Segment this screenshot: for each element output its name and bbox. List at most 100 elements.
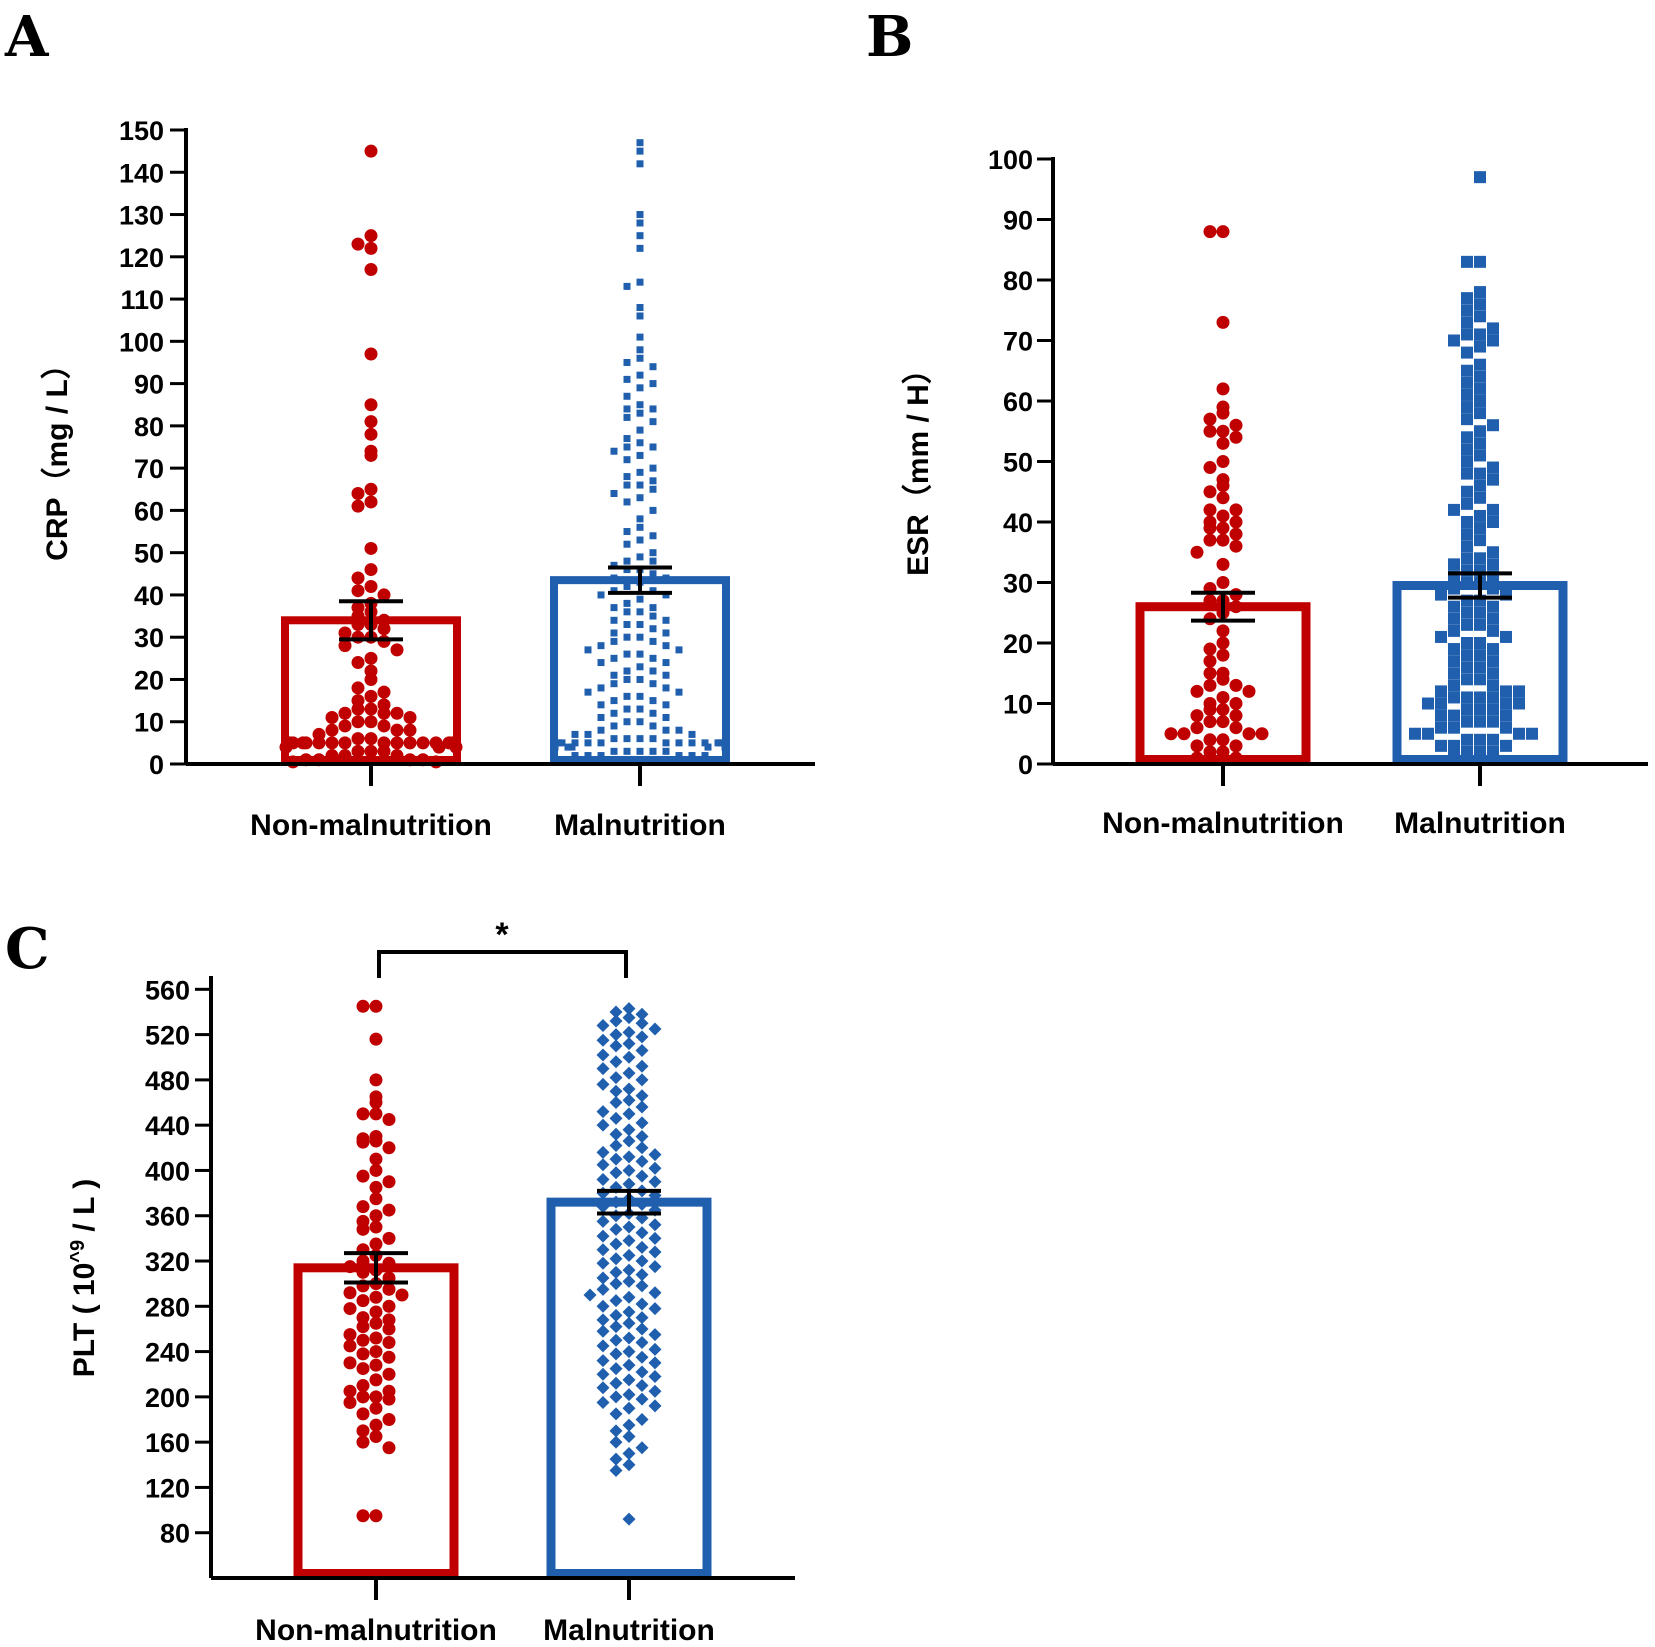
panel-b-point-malnutrition	[1435, 630, 1447, 643]
panel-b-point-malnutrition	[1474, 522, 1486, 535]
panel-b-point-malnutrition	[1474, 370, 1486, 383]
panel-b-point-malnutrition	[1474, 649, 1486, 662]
panel-c-point-malnutrition	[635, 1100, 649, 1114]
panel-c-point-non-malnutrition	[382, 1413, 396, 1427]
panel-a-point-malnutrition	[610, 722, 618, 730]
panel-c-point-non-malnutrition	[369, 1237, 383, 1251]
panel-a-point-malnutrition	[717, 756, 725, 764]
panel-b-point-non-malnutrition	[1229, 739, 1243, 753]
panel-a-point-malnutrition	[675, 646, 683, 654]
panel-b-point-non-malnutrition	[1229, 418, 1243, 432]
panel-c-y-tick-label: 480	[145, 1066, 190, 1096]
panel-c-point-non-malnutrition	[382, 1350, 396, 1364]
panel-c-point-malnutrition	[648, 1369, 662, 1383]
panel-a-point-malnutrition	[721, 743, 729, 751]
panel-c-point-non-malnutrition	[343, 1328, 357, 1342]
panel-c-point-malnutrition	[596, 1367, 610, 1381]
panel-c-point-non-malnutrition	[369, 1073, 383, 1087]
panel-b-point-malnutrition	[1474, 449, 1486, 462]
panel-a-point-non-malnutrition	[312, 736, 326, 750]
panel-c-point-malnutrition	[622, 1274, 636, 1288]
panel-a-point-malnutrition	[636, 304, 644, 312]
panel-c-point-non-malnutrition	[356, 1294, 370, 1308]
panel-a-point-malnutrition	[649, 363, 657, 371]
panel-c-point-non-malnutrition	[356, 1379, 370, 1393]
panel-a-point-malnutrition	[623, 435, 631, 443]
panel-c-y-tick-label: 320	[145, 1247, 190, 1277]
panel-a-point-non-malnutrition	[325, 711, 339, 725]
panel-c-point-non-malnutrition	[369, 1358, 383, 1372]
panel-c-point-malnutrition	[622, 1388, 636, 1402]
panel-b-point-malnutrition	[1500, 739, 1512, 752]
panel-a-point-malnutrition	[649, 380, 657, 388]
panel-c-point-malnutrition	[635, 1169, 649, 1183]
panel-a-point-non-malnutrition	[364, 732, 378, 746]
panel-c-significance-bracket	[377, 950, 628, 978]
panel-b-point-non-malnutrition	[1242, 727, 1256, 741]
panel-c-point-malnutrition	[609, 1222, 623, 1236]
panel-c-point-malnutrition	[648, 1342, 662, 1356]
panel-a-point-malnutrition	[636, 515, 644, 523]
panel-b-point-malnutrition	[1500, 685, 1512, 698]
panel-c-point-non-malnutrition	[369, 1152, 383, 1166]
panel-c-point-non-malnutrition	[356, 1407, 370, 1421]
panel-b-point-malnutrition	[1461, 255, 1473, 268]
panel-b-point-non-malnutrition	[1203, 461, 1217, 475]
panel-c-point-malnutrition	[622, 1458, 636, 1472]
panel-b-point-malnutrition	[1487, 546, 1499, 559]
panel-c-point-malnutrition	[609, 1333, 623, 1347]
panel-c-point-malnutrition	[609, 1209, 623, 1223]
panel-a-point-malnutrition	[636, 346, 644, 354]
panel-a-point-malnutrition	[610, 735, 618, 743]
panel-b-point-malnutrition	[1461, 443, 1473, 456]
panel-c-point-malnutrition	[596, 1173, 610, 1187]
panel-b-point-malnutrition	[1435, 721, 1447, 734]
panel-a-point-malnutrition	[610, 604, 618, 612]
panel-a-category-label-malnutrition: Malnutrition	[554, 809, 726, 842]
panel-a-point-malnutrition	[636, 219, 644, 227]
panel-c-point-non-malnutrition	[356, 1135, 370, 1149]
panel-c-point-malnutrition	[648, 1302, 662, 1316]
panel-a-y-tick-label: 60	[134, 496, 164, 526]
panel-c-point-malnutrition	[622, 1358, 636, 1372]
panel-c-point-malnutrition	[609, 1463, 623, 1477]
panel-b-point-malnutrition	[1474, 255, 1486, 268]
panel-a-point-malnutrition	[649, 625, 657, 633]
panel-b-y-tick-label: 80	[1003, 266, 1033, 296]
panel-a-point-non-malnutrition	[364, 347, 378, 361]
panel-c-point-malnutrition	[596, 1339, 610, 1353]
panel-a-point-non-malnutrition	[364, 702, 378, 716]
panel-c-point-malnutrition	[609, 1435, 623, 1449]
panel-c-point-malnutrition	[635, 1129, 649, 1143]
panel-a-point-malnutrition	[662, 714, 670, 722]
panel-b-point-non-malnutrition	[1216, 315, 1230, 329]
panel-a-point-malnutrition	[610, 671, 618, 679]
panel-c-point-non-malnutrition	[356, 1435, 370, 1449]
panel-a-point-non-malnutrition	[296, 736, 310, 750]
panel-a-point-non-malnutrition	[338, 639, 352, 653]
panel-c-point-malnutrition	[648, 1260, 662, 1274]
panel-c-point-malnutrition	[622, 1401, 636, 1415]
panel-c-point-malnutrition	[622, 1134, 636, 1148]
panel-c-point-non-malnutrition	[356, 1169, 370, 1183]
panel-b-y-tick-label: 70	[1003, 327, 1033, 357]
panel-b-point-malnutrition	[1422, 727, 1434, 740]
panel-a-point-malnutrition	[571, 739, 579, 747]
panel-c-point-non-malnutrition	[369, 1032, 383, 1046]
panel-a-point-malnutrition	[555, 756, 563, 764]
panel-a-point-malnutrition	[649, 418, 657, 426]
panel-a-point-non-malnutrition	[390, 723, 404, 737]
panel-c-plt-chart: PLT ( 10^9 / L ) Non-malnutrition Malnut…	[67, 916, 795, 1647]
panel-b-point-non-malnutrition	[1216, 576, 1230, 589]
panel-a-point-malnutrition	[571, 730, 579, 738]
panel-b-point-non-malnutrition	[1229, 600, 1243, 614]
panel-a-point-malnutrition	[636, 147, 644, 155]
panel-c-point-malnutrition	[609, 1347, 623, 1361]
panel-b-point-malnutrition	[1513, 685, 1525, 698]
panel-b-point-malnutrition	[1474, 661, 1486, 674]
panel-a-point-malnutrition	[675, 752, 683, 760]
panel-c-point-malnutrition	[583, 1288, 597, 1302]
panel-c-point-malnutrition	[622, 1263, 636, 1277]
panel-c-point-non-malnutrition	[343, 1396, 357, 1410]
panel-b-point-malnutrition	[1474, 479, 1486, 492]
